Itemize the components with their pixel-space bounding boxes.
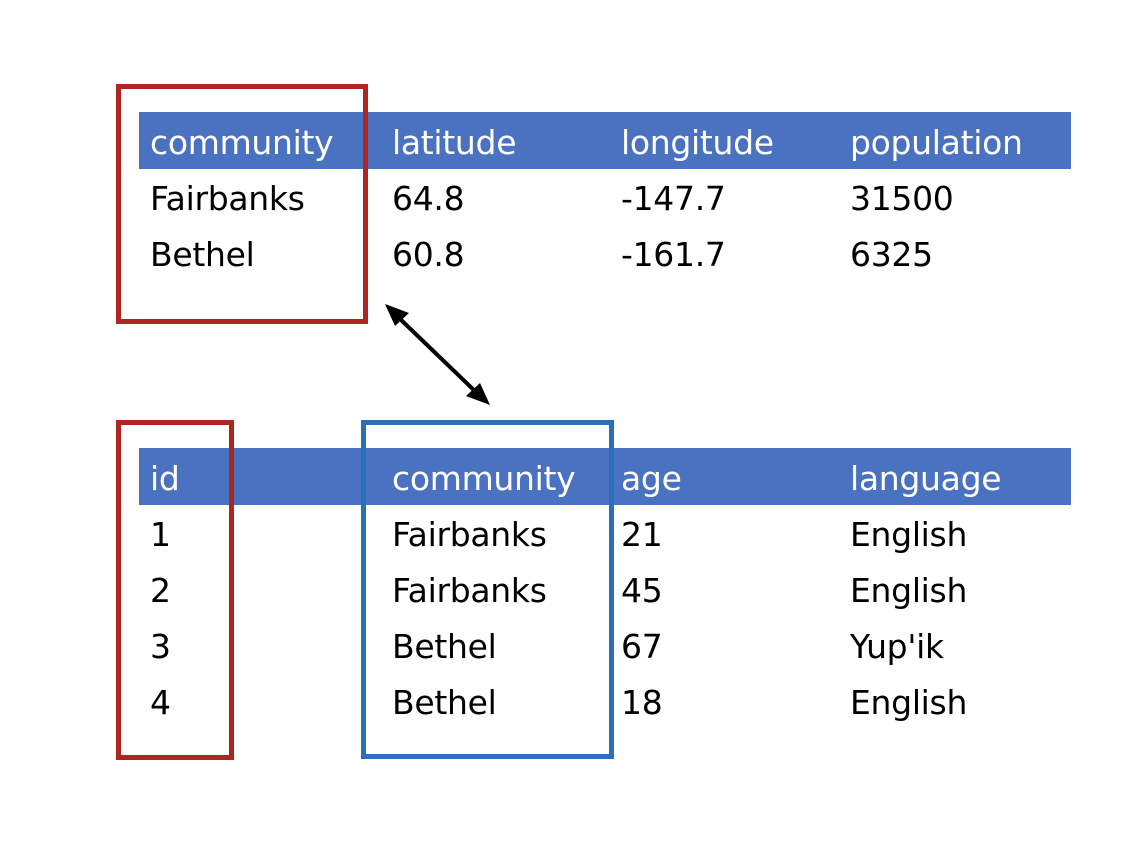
arrow-head-down (466, 383, 490, 405)
cell-language: English (850, 683, 968, 722)
cell-population: 31500 (850, 179, 954, 218)
cell-longitude: -161.7 (621, 235, 726, 274)
cell-longitude: -147.7 (621, 179, 726, 218)
primary-key-highlight-community (116, 84, 368, 324)
cell-population: 6325 (850, 235, 933, 274)
cell-id: 4 (150, 683, 171, 722)
cell-id: 3 (150, 627, 171, 666)
arrow-head-up (385, 304, 409, 326)
header-cell-longitude: longitude (621, 123, 774, 162)
people-table: id community age language 1 Fairbanks 21… (139, 448, 1071, 729)
table-row: 3 Bethel 67 Yup'ik (139, 617, 1071, 673)
table-row: 1 Fairbanks 21 English (139, 505, 1071, 561)
table-row: Bethel 60.8 -161.7 6325 (139, 225, 1071, 281)
communities-table: community latitude longitude population … (139, 112, 1071, 281)
cell-id: 1 (150, 515, 171, 554)
cell-age: 18 (621, 683, 663, 722)
cell-language: Yup'ik (850, 627, 944, 666)
communities-header-row: community latitude longitude population (139, 112, 1071, 169)
cell-latitude: 60.8 (392, 235, 465, 274)
cell-latitude: 64.8 (392, 179, 465, 218)
cell-age: 67 (621, 627, 663, 666)
table-row: 4 Bethel 18 English (139, 673, 1071, 729)
table-row: Fairbanks 64.8 -147.7 31500 (139, 169, 1071, 225)
table-row: 2 Fairbanks 45 English (139, 561, 1071, 617)
primary-key-highlight-id (116, 420, 234, 760)
cell-language: English (850, 515, 968, 554)
cell-id: 2 (150, 571, 171, 610)
cell-age: 45 (621, 571, 663, 610)
cell-age: 21 (621, 515, 663, 554)
cell-community: Bethel (150, 235, 255, 274)
cell-community: Fairbanks (392, 515, 547, 554)
cell-community: Bethel (392, 683, 497, 722)
cell-community: Bethel (392, 627, 497, 666)
arrow-shaft (395, 314, 480, 396)
header-cell-age: age (621, 459, 682, 498)
header-cell-population: population (850, 123, 1023, 162)
foreign-key-highlight-community (361, 420, 614, 759)
header-cell-latitude: latitude (392, 123, 517, 162)
header-cell-community: community (392, 459, 576, 498)
header-cell-id: id (150, 459, 180, 498)
cell-language: English (850, 571, 968, 610)
header-cell-community: community (150, 123, 334, 162)
people-header-row: id community age language (139, 448, 1071, 505)
header-cell-language: language (850, 459, 1002, 498)
cell-community: Fairbanks (392, 571, 547, 610)
cell-community: Fairbanks (150, 179, 305, 218)
